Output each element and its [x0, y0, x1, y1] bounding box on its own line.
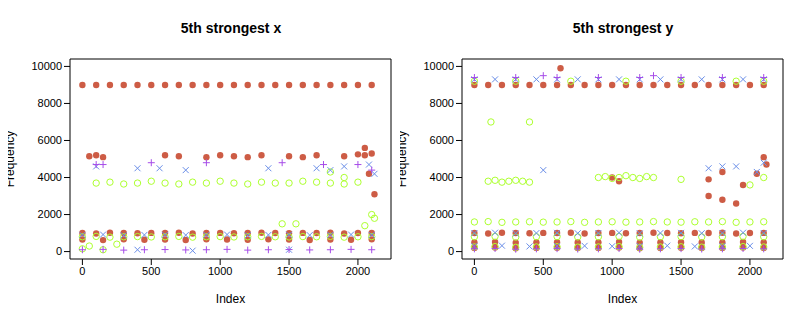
svg-text:2000: 2000	[346, 265, 370, 277]
svg-text:1500: 1500	[277, 265, 301, 277]
svg-text:10000: 10000	[31, 60, 62, 72]
svg-text:Index: Index	[608, 292, 637, 306]
svg-text:0: 0	[56, 245, 62, 257]
svg-text:500: 500	[534, 265, 552, 277]
svg-text:500: 500	[142, 265, 160, 277]
svg-text:0: 0	[448, 245, 454, 257]
html-text:5th strongest y: 5th strongest y	[572, 20, 674, 36]
svg-text:6000: 6000	[38, 134, 62, 146]
svg-text:1500: 1500	[669, 265, 693, 277]
svg-text:1000: 1000	[208, 265, 232, 277]
svg-text:2000: 2000	[430, 208, 454, 220]
svg-text:2000: 2000	[38, 208, 62, 220]
svg-text:10000: 10000	[423, 60, 454, 72]
svg-text:0: 0	[79, 265, 85, 277]
svg-text:2000: 2000	[738, 265, 762, 277]
svg-text:1000: 1000	[600, 265, 624, 277]
svg-text:4000: 4000	[430, 171, 454, 183]
svg-text:4000: 4000	[38, 171, 62, 183]
svg-text:Frequency: Frequency	[8, 131, 17, 188]
svg-text:Frequency: Frequency	[400, 131, 409, 188]
svg-text:8000: 8000	[430, 97, 454, 109]
svg-text:0: 0	[471, 265, 477, 277]
svg-text:6000: 6000	[430, 134, 454, 146]
html-text:5th strongest x: 5th strongest x	[180, 20, 282, 36]
svg-text:Index: Index	[216, 292, 245, 306]
svg-text:8000: 8000	[38, 97, 62, 109]
